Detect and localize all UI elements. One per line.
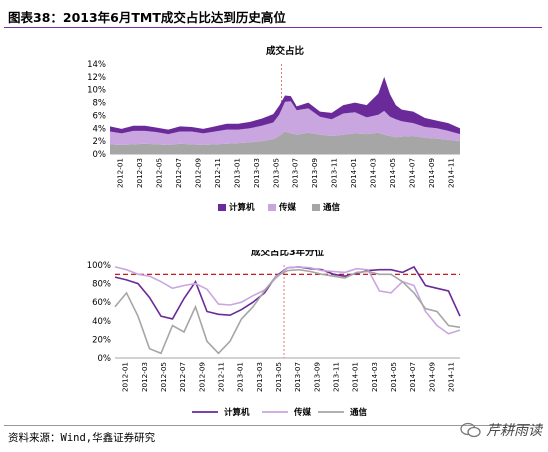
y-tick-label: 0% <box>93 150 107 160</box>
y-tick-label: 2% <box>93 137 107 147</box>
x-tick-label: 2014-01 <box>351 362 360 392</box>
area-series-2 <box>110 76 460 135</box>
x-tick-label: 2013-05 <box>271 158 280 188</box>
legend-label-0: 计算机 <box>229 202 255 213</box>
legend-label-2: 通信 <box>350 407 368 418</box>
x-tick-label: 2013-05 <box>274 362 283 392</box>
x-tick-label: 2012-07 <box>174 158 183 188</box>
y-tick-label: 8% <box>93 99 107 109</box>
x-tick-label: 2012-07 <box>178 362 187 392</box>
line-series-1 <box>114 266 461 335</box>
x-tick-label: 2012-05 <box>155 158 164 188</box>
area-series-1 <box>110 101 460 145</box>
x-tick-label: 2012-01 <box>116 158 125 188</box>
x-tick-label: 2013-01 <box>236 362 245 392</box>
y-tick-label: 60% <box>92 298 111 308</box>
x-tick-label: 2013-01 <box>232 158 241 188</box>
x-tick-label: 2013-03 <box>255 362 264 392</box>
x-tick-label: 2012-05 <box>159 362 168 392</box>
legend-label-1: 传媒 <box>278 202 297 213</box>
x-tick-label: 2014-07 <box>408 362 417 392</box>
legend-label-0: 计算机 <box>224 407 250 418</box>
x-tick-label: 2012-11 <box>213 158 222 188</box>
chart-percentile-lines: 成交占比3年分位 0% 20% 40% 60% 80% 100% 2012-01 2012-03… <box>87 250 461 418</box>
x-tick-label: 2014-09 <box>427 158 436 188</box>
y-tick-label: 4% <box>93 124 107 134</box>
x-tick-label: 2014-01 <box>349 158 358 188</box>
x-tick-label: 2013-07 <box>291 158 300 188</box>
x-tick-label: 2012-09 <box>197 362 206 392</box>
x-tick-label: 2014-03 <box>369 158 378 188</box>
legend-swatch-0 <box>218 204 226 211</box>
y-tick-label: 20% <box>92 335 111 345</box>
x-tick-label: 2014-07 <box>407 158 416 188</box>
wechat-icon <box>460 422 481 438</box>
legend-label-1: 传媒 <box>293 407 312 418</box>
x-tick-label: 2013-03 <box>252 158 261 188</box>
x-tick-label: 2012-03 <box>140 362 149 392</box>
y-tick-label: 100% <box>87 261 111 271</box>
x-tick-label: 2014-11 <box>446 362 455 392</box>
figure-title: 图表38：2013年6月TMT成交占比达到历史高位 <box>8 10 286 25</box>
x-tick-label: 2014-03 <box>370 362 379 392</box>
y-tick-label: 10% <box>87 86 106 96</box>
y-tick-label: 40% <box>92 317 111 327</box>
chart-title: 成交占比 <box>266 45 305 57</box>
source-note: 资料来源：Wind,华鑫证券研究 <box>8 432 156 444</box>
watermark: 芹耕雨读 <box>460 420 542 440</box>
area-series-0 <box>110 131 460 154</box>
x-tick-label: 2014-05 <box>388 158 397 188</box>
y-tick-label: 6% <box>93 111 107 121</box>
x-tick-label: 2012-11 <box>216 362 225 392</box>
legend-swatch-1 <box>268 204 276 211</box>
y-tick-label: 0% <box>98 354 112 364</box>
bottom-rule <box>4 425 542 426</box>
y-tick-label: 80% <box>92 280 111 290</box>
x-tick-label: 2014-05 <box>389 362 398 392</box>
x-tick-label: 2012-01 <box>121 362 130 392</box>
y-tick-label: 14% <box>87 60 106 70</box>
legend-swatch-2 <box>312 204 320 211</box>
y-tick-label: 12% <box>87 73 106 83</box>
chart-title: 成交占比3年分位 <box>251 250 325 258</box>
top-rule <box>4 27 542 28</box>
x-tick-label: 2013-09 <box>312 362 321 392</box>
watermark-text: 芹耕雨读 <box>486 423 542 439</box>
legend-label-2: 通信 <box>323 202 341 213</box>
x-tick-label: 2014-09 <box>427 362 436 392</box>
x-tick-label: 2013-07 <box>293 362 302 392</box>
x-tick-label: 2013-11 <box>330 158 339 188</box>
line-series-2 <box>114 268 461 355</box>
chart-area-share: 成交占比 0% 2% 4% 6% 8% 10% 12% 14% 2012-01 2012-03 201… <box>87 45 460 213</box>
x-tick-label: 2013-11 <box>331 362 340 392</box>
x-tick-label: 2012-03 <box>135 158 144 188</box>
x-tick-label: 2013-09 <box>310 158 319 188</box>
x-tick-label: 2014-11 <box>446 158 455 188</box>
x-tick-label: 2012-09 <box>194 158 203 188</box>
